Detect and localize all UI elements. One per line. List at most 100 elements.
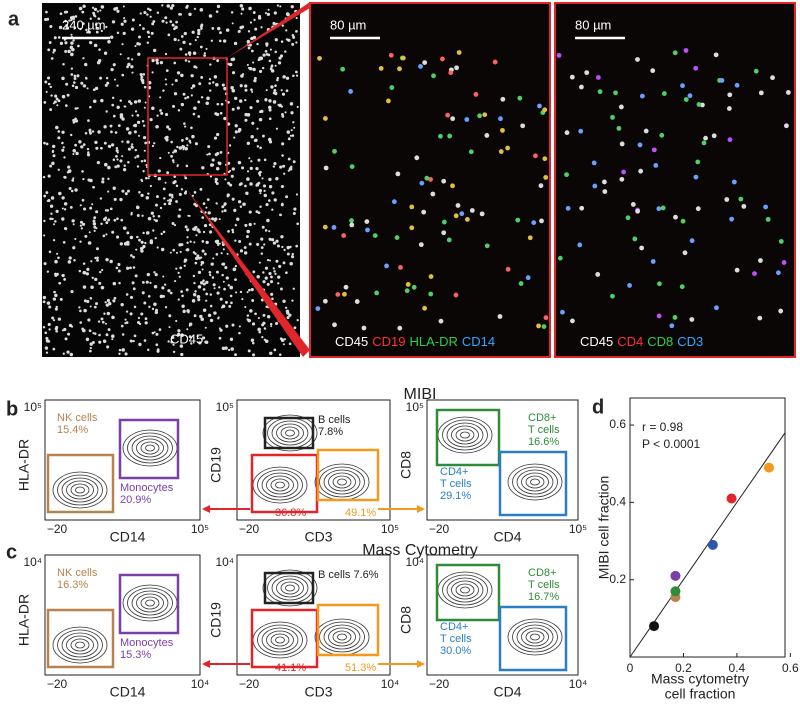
contour — [267, 572, 313, 604]
cell — [208, 82, 211, 85]
cell — [138, 238, 141, 242]
cell — [216, 102, 220, 106]
cell — [482, 112, 488, 118]
cell — [52, 48, 56, 52]
cell — [331, 225, 337, 230]
cell — [188, 324, 191, 327]
cell — [778, 308, 784, 314]
cell — [619, 141, 625, 147]
cell — [45, 10, 48, 14]
marker-name: CD14 — [462, 334, 495, 349]
cell — [246, 141, 250, 145]
gate-label: 36.8% — [275, 507, 306, 519]
cell — [48, 305, 52, 309]
cell — [52, 51, 55, 54]
cell — [394, 235, 400, 240]
cell — [197, 285, 202, 289]
cell — [69, 133, 73, 137]
cell — [279, 213, 282, 217]
cell — [203, 54, 206, 57]
cell — [143, 301, 147, 305]
cell — [234, 130, 238, 134]
marker-name: CD45 — [580, 334, 613, 349]
cell — [153, 48, 157, 53]
cell — [75, 151, 79, 156]
cell — [140, 312, 144, 316]
cell — [142, 124, 146, 127]
cell — [134, 274, 138, 278]
cell — [209, 63, 212, 66]
cell — [85, 272, 89, 276]
cell — [140, 249, 144, 253]
cell — [89, 342, 93, 346]
contour — [61, 477, 99, 503]
cell — [284, 111, 287, 114]
cell — [67, 260, 72, 264]
cell — [267, 137, 272, 142]
cell — [87, 241, 92, 245]
cell — [180, 333, 184, 337]
contour — [57, 474, 103, 506]
contour — [145, 599, 155, 607]
cell — [289, 134, 293, 137]
cell — [50, 57, 54, 60]
x-tick-label: 0.2 — [675, 661, 692, 675]
cell — [145, 164, 148, 167]
cell — [292, 212, 296, 216]
contour — [516, 624, 554, 650]
cell — [234, 265, 238, 268]
cell — [565, 205, 571, 211]
cell — [52, 319, 56, 322]
cell — [659, 132, 665, 138]
cell — [199, 187, 203, 191]
cell — [223, 39, 227, 43]
cell — [165, 83, 168, 86]
cell — [66, 350, 70, 354]
cell — [94, 140, 98, 145]
gate-label: T cells — [440, 633, 472, 645]
cell — [87, 318, 91, 322]
cell — [267, 53, 271, 57]
cell — [286, 130, 291, 134]
y-tick-label: 10⁵ — [216, 400, 234, 414]
cell — [169, 251, 172, 254]
cell — [268, 99, 272, 103]
cell — [154, 310, 159, 315]
cell — [63, 208, 67, 211]
cell — [713, 52, 719, 58]
x-tick-label: 0 — [627, 661, 634, 675]
cell — [268, 108, 272, 112]
cell — [147, 294, 151, 298]
cell — [234, 239, 237, 242]
cell — [172, 350, 176, 354]
cell — [73, 77, 77, 81]
cell — [201, 268, 204, 271]
cell — [49, 108, 53, 112]
cell — [578, 128, 584, 134]
cell — [775, 270, 781, 276]
cell — [217, 243, 220, 247]
cell — [190, 342, 193, 345]
cell — [71, 179, 75, 182]
cell — [119, 159, 123, 163]
cell — [266, 258, 270, 262]
cell — [233, 208, 237, 212]
cell — [144, 317, 148, 321]
cell — [63, 10, 67, 14]
cell — [152, 215, 155, 218]
cell — [124, 352, 128, 356]
cell — [182, 92, 186, 96]
cell — [57, 136, 61, 140]
cell — [70, 33, 73, 36]
cell — [279, 165, 283, 169]
cell — [172, 161, 175, 164]
cell — [171, 222, 175, 225]
cell — [89, 40, 93, 45]
cell — [613, 90, 618, 96]
cell — [82, 4, 86, 8]
cell — [138, 24, 142, 27]
cell — [166, 4, 171, 8]
cell — [292, 74, 295, 77]
arrow-head — [417, 505, 425, 513]
cell — [259, 205, 262, 208]
